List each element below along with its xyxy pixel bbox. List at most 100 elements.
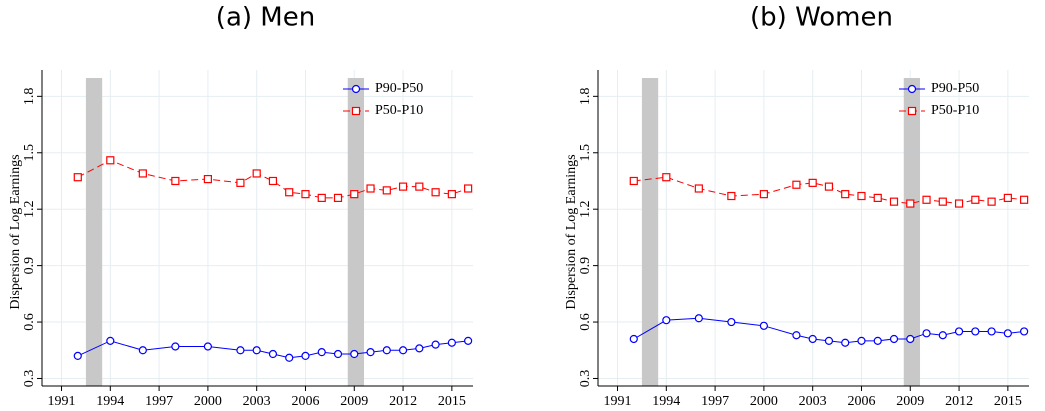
marker <box>268 349 278 359</box>
marker <box>662 173 671 182</box>
marker <box>629 176 638 186</box>
x-tick-label: 1997 <box>145 394 173 409</box>
y-tick-label: 0.6 <box>578 313 593 331</box>
marker <box>906 334 915 344</box>
marker <box>987 327 996 336</box>
marker <box>1003 193 1012 203</box>
y-tick-label: 1.2 <box>578 200 593 218</box>
marker <box>792 331 801 340</box>
marker <box>808 178 817 187</box>
marker <box>236 346 245 355</box>
x-tick-label: 2006 <box>291 394 319 409</box>
marker <box>971 195 980 204</box>
legend-marker <box>351 84 361 94</box>
marker <box>694 184 703 193</box>
marker <box>106 156 115 165</box>
marker <box>629 334 638 344</box>
marker <box>759 321 768 330</box>
marker <box>824 336 834 345</box>
y-tick-label: 0.9 <box>22 257 37 275</box>
legend-label: P50-P10 <box>931 103 979 118</box>
marker <box>138 169 147 178</box>
marker <box>922 329 931 338</box>
marker <box>398 182 408 191</box>
marker <box>350 190 359 199</box>
marker <box>447 190 456 199</box>
marker <box>938 331 947 340</box>
x-tick-label: 2012 <box>945 394 973 409</box>
y-tick-label: 0.3 <box>578 370 593 388</box>
marker <box>857 191 866 201</box>
marker <box>317 348 326 357</box>
marker <box>759 190 768 199</box>
marker <box>236 178 245 187</box>
marker <box>857 336 866 345</box>
y-tick-label: 1.5 <box>578 144 593 162</box>
marker <box>1003 329 1012 338</box>
y-axis-label: Dispersion of Log Earnings <box>564 154 579 309</box>
marker <box>889 197 899 206</box>
legend-label: P50-P10 <box>375 103 423 118</box>
marker <box>333 193 343 203</box>
x-tick-label: 2009 <box>340 394 368 409</box>
marker <box>317 193 326 203</box>
marker <box>1020 327 1029 336</box>
x-tick-label: 1994 <box>96 394 124 409</box>
marker <box>415 344 424 353</box>
recession-band <box>347 78 365 386</box>
marker <box>938 197 947 206</box>
marker <box>285 353 294 362</box>
recession-band <box>903 78 921 386</box>
marker <box>203 174 212 184</box>
chart-title: (b) Women <box>750 3 893 33</box>
marker <box>971 327 980 336</box>
marker <box>301 190 310 199</box>
x-tick-label: 2000 <box>750 394 778 409</box>
marker <box>138 346 147 355</box>
recession-band <box>641 78 659 386</box>
marker <box>73 351 82 361</box>
marker <box>792 180 801 189</box>
y-tick-label: 1.2 <box>22 200 37 218</box>
recession-band <box>85 78 103 386</box>
marker <box>889 334 899 344</box>
marker <box>906 199 915 208</box>
x-tick-label: 2003 <box>243 394 271 409</box>
x-tick-label: 1991 <box>604 394 632 409</box>
x-tick-label: 2015 <box>438 394 466 409</box>
marker <box>398 346 408 355</box>
marker <box>987 197 996 206</box>
x-tick-label: 2000 <box>194 394 222 409</box>
marker <box>73 173 82 182</box>
marker <box>841 338 850 347</box>
legend-label: P90-P50 <box>375 81 423 96</box>
x-tick-label: 2006 <box>847 394 875 409</box>
marker <box>382 186 391 195</box>
y-tick-label: 0.6 <box>22 313 37 331</box>
marker <box>447 338 456 347</box>
chart-title: (a) Men <box>216 3 315 33</box>
marker <box>252 169 261 178</box>
marker <box>662 316 671 325</box>
marker <box>922 195 931 204</box>
marker <box>171 176 180 186</box>
marker <box>727 191 736 201</box>
y-tick-label: 1.5 <box>22 144 37 162</box>
marker <box>366 184 375 193</box>
x-tick-label: 2003 <box>799 394 827 409</box>
marker <box>301 351 310 361</box>
marker <box>350 349 359 359</box>
marker <box>203 342 212 351</box>
y-tick-label: 1.8 <box>22 88 37 106</box>
x-tick-label: 2015 <box>994 394 1022 409</box>
marker <box>431 340 440 349</box>
marker <box>808 334 817 344</box>
legend-marker <box>907 84 917 94</box>
legend-marker <box>351 106 361 116</box>
marker <box>252 346 261 355</box>
marker <box>106 336 115 345</box>
marker <box>171 342 180 351</box>
marker <box>954 199 964 208</box>
marker <box>873 336 882 345</box>
